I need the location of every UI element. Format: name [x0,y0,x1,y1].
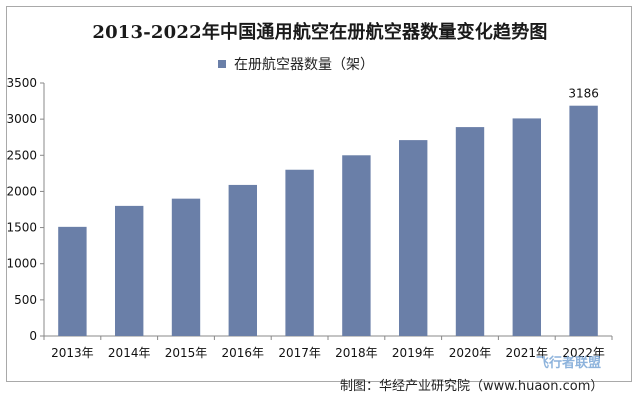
bar [342,155,371,336]
y-tick-label: 500 [14,293,37,307]
bar [228,184,257,336]
x-tick-label: 2021年 [506,346,549,360]
y-tick-label: 2000 [6,184,37,198]
y-tick-label: 3000 [6,112,37,126]
y-tick-label: 3500 [6,76,37,90]
x-tick-label: 2020年 [449,346,492,360]
watermark-logo: 飞行者联盟 [536,356,602,371]
y-tick-label: 0 [29,329,37,343]
bar [569,105,598,336]
x-tick-label: 2022年 [562,346,605,360]
chart-title: 2013-2022年中国通用航空在册航空器数量变化趋势图 [92,22,548,43]
legend-label: 在册航空器数量（架） [234,57,374,73]
x-tick-label: 2018年 [335,346,378,360]
y-tick-label: 2500 [6,148,37,162]
bar [58,226,87,336]
x-tick-label: 2015年 [165,346,208,360]
x-tick-label: 2014年 [108,346,151,360]
legend: 在册航空器数量（架） [218,55,374,73]
y-tick-label: 1500 [6,221,37,235]
bar [399,140,428,336]
bar [455,127,485,336]
data-label: 3186 [568,87,599,101]
bar [115,205,144,336]
source-note: 制图：华经产业研究院（www.huaon.com） [340,379,604,394]
x-tick-label: 2016年 [222,346,265,360]
y-tick-label: 1000 [6,257,37,271]
bar [512,118,541,336]
bar [171,198,201,336]
x-tick-label: 2017年 [278,346,321,360]
x-tick-label: 2019年 [392,346,435,360]
x-tick-label: 2013年 [51,346,94,360]
bar [285,169,314,336]
legend-swatch [218,60,226,68]
